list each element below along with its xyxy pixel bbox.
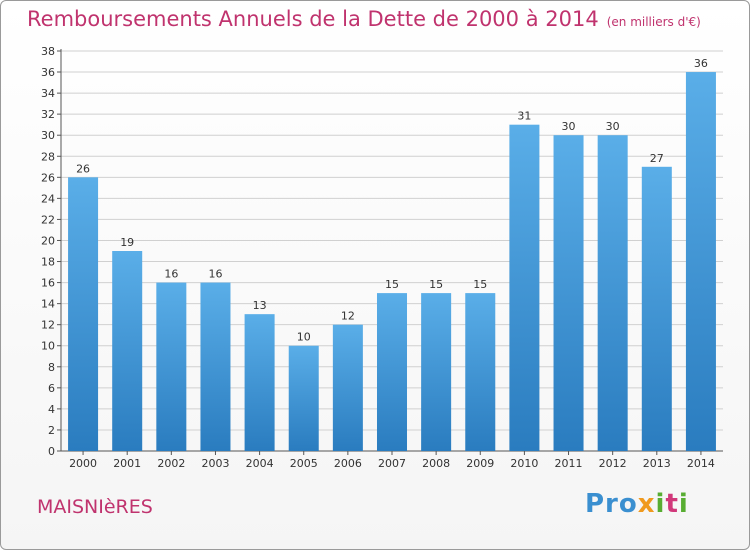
labels: 26 19 16 16 13 10 12 15 15 15 31 30 30 27 36 (76, 57, 708, 344)
x-tick-label: 2004 (246, 457, 274, 470)
bar (553, 135, 584, 452)
bar-value-label: 13 (253, 299, 267, 312)
y-tick-label: 8 (48, 361, 55, 374)
bar-value-label: 19 (120, 236, 134, 249)
x-tick-label: 2010 (510, 457, 538, 470)
y-tick-label: 28 (41, 150, 55, 163)
bar (685, 72, 716, 451)
y-tick-label: 14 (41, 298, 55, 311)
bar-value-label: 16 (164, 268, 178, 281)
y-tick-label: 0 (48, 445, 55, 458)
y-tick-label: 24 (41, 192, 55, 205)
bar-value-label: 12 (341, 310, 355, 323)
bar-value-label: 31 (517, 110, 531, 123)
y-tick-label: 10 (41, 340, 55, 353)
y-tick-label: 20 (41, 234, 55, 247)
bar (641, 166, 672, 451)
chart-subtitle: (en milliers d'€) (606, 15, 701, 29)
y-tick-label: 22 (41, 213, 55, 226)
chart-title: Remboursements Annuels de la Dette de 20… (27, 7, 701, 31)
bar-value-label: 27 (650, 152, 664, 165)
bar (112, 251, 143, 451)
x-tick-label: 2005 (290, 457, 318, 470)
bar (332, 324, 363, 451)
bar (68, 177, 99, 451)
x-tick-label: 2009 (466, 457, 494, 470)
x-tick-label: 2002 (157, 457, 185, 470)
y-tick-label: 4 (48, 403, 55, 416)
bar (288, 345, 319, 451)
x-tick-label: 2011 (555, 457, 583, 470)
bar-value-label: 15 (429, 278, 443, 291)
bar-value-label: 16 (208, 268, 222, 281)
bar-value-label: 30 (562, 120, 576, 133)
bar (156, 282, 187, 451)
y-tick-label: 32 (41, 108, 55, 121)
bar (376, 293, 408, 451)
x-tick-label: 2006 (334, 457, 362, 470)
bar (465, 293, 496, 451)
bar (597, 135, 628, 452)
bar-value-label: 26 (76, 162, 90, 175)
bar (244, 314, 275, 451)
bar-value-label: 10 (297, 331, 311, 344)
bars (68, 72, 716, 452)
y-tick-label: 2 (48, 424, 55, 437)
x-tick-label: 2000 (69, 457, 97, 470)
bar-value-label: 15 (385, 278, 399, 291)
y-tick-label: 12 (41, 319, 55, 332)
y-tick-label: 38 (41, 45, 55, 58)
bar-value-label: 36 (694, 57, 708, 70)
x-tick-label: 2008 (422, 457, 450, 470)
x-tick-label: 2001 (113, 457, 141, 470)
y-tick-label: 18 (41, 256, 55, 269)
y-tick-label: 16 (41, 277, 55, 290)
x-tick-label: 2012 (599, 457, 627, 470)
x-tick-label: 2007 (378, 457, 406, 470)
y-tick-label: 30 (41, 129, 55, 142)
x-tick-label: 2014 (687, 457, 715, 470)
y-tick-label: 36 (41, 66, 55, 79)
bar (509, 124, 540, 452)
proxiti-logo: Proxiti (585, 489, 689, 519)
commune-name: MAISNIèRES (37, 496, 153, 518)
x-tick-label: 2013 (643, 457, 671, 470)
y-tick-label: 6 (48, 382, 55, 395)
bar (200, 282, 231, 451)
y-tick-label: 34 (41, 87, 55, 100)
bar (421, 293, 452, 451)
x-tick-label: 2003 (201, 457, 229, 470)
bar-value-label: 15 (473, 278, 487, 291)
y-tick-label: 26 (41, 171, 55, 184)
bar-value-label: 30 (606, 120, 620, 133)
